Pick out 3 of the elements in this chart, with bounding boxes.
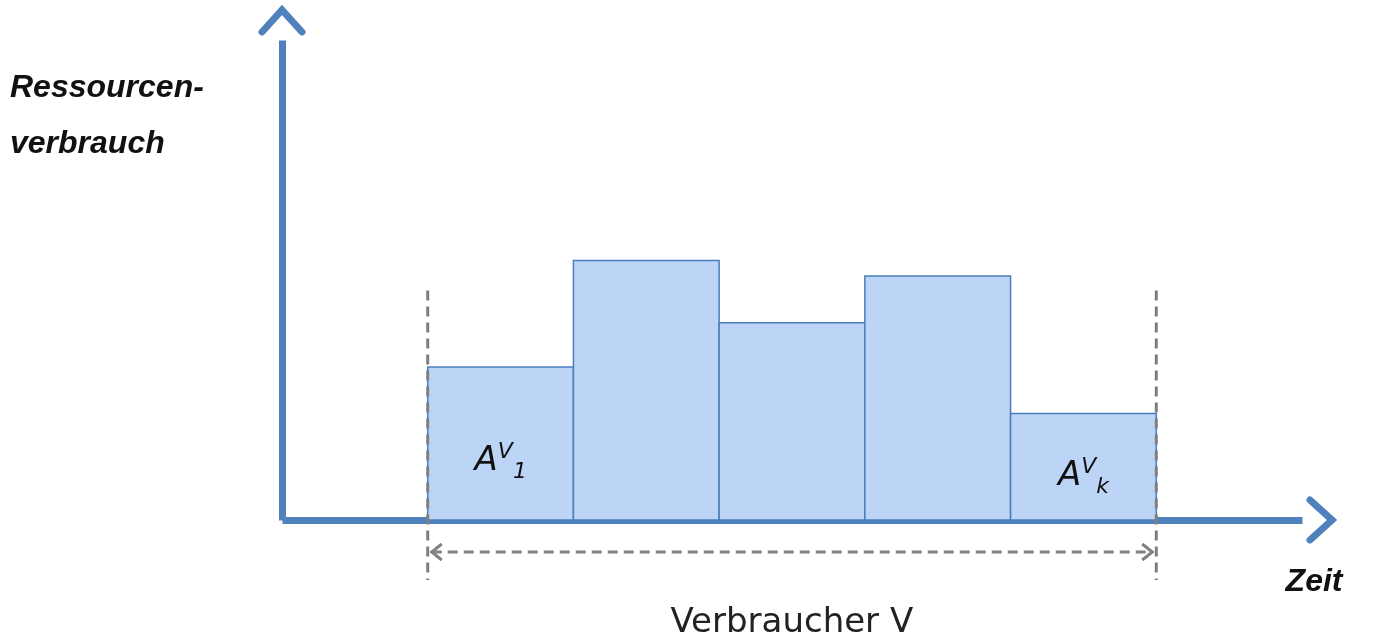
x-axis-title: Zeit: [1284, 561, 1344, 598]
text: Ressourcen-verbrauch: [10, 67, 204, 162]
text: Verbraucher V: [670, 600, 914, 640]
